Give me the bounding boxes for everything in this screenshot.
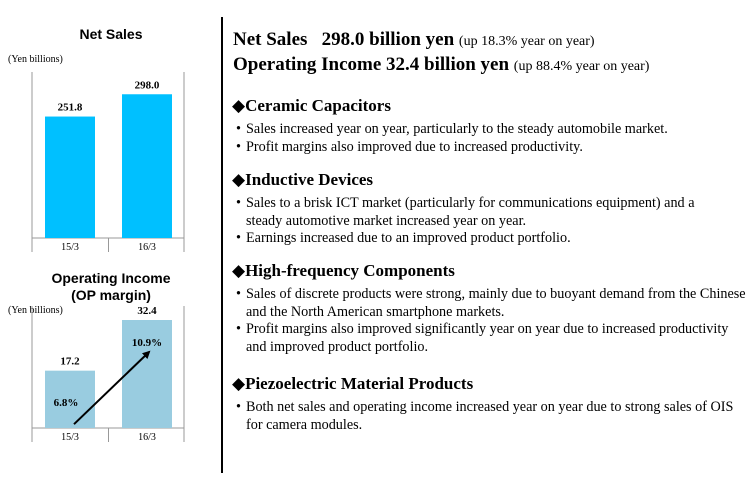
section-ceramic-capacitors-title: ◆Ceramic Capacitors	[232, 96, 391, 115]
x-tick-label: 16/3	[138, 242, 156, 253]
data-label: 251.8	[58, 102, 83, 114]
list-item: Sales to a brisk ICT market (particularl…	[236, 195, 714, 230]
x-tick-label: 15/3	[61, 432, 79, 443]
list-item: Sales of discrete products were strong, …	[236, 286, 746, 321]
data-label: 298.0	[135, 79, 160, 91]
margin-label: 6.8%	[54, 397, 79, 409]
list-item: Earnings increased due to an improved pr…	[236, 230, 714, 248]
header-net-sales-note: (up 18.3% year on year)	[458, 34, 595, 49]
bar-15-3	[45, 116, 95, 238]
header-net-sales-main: Net Sales 298.0 billion yen	[233, 29, 455, 50]
x-tick-label: 15/3	[61, 242, 79, 253]
data-label: 32.4	[137, 305, 157, 317]
operating-income-chart: 17.2 15/3 32.4 16/3 6.8% 10.9%	[31, 305, 185, 443]
header-net-sales: Net Sales 298.0 billion yen (up 18.3% ye…	[233, 29, 595, 51]
section-ceramic-capacitors-list: Sales increased year on year, particular…	[236, 121, 746, 156]
operating-income-title-line1: Operating Income	[51, 270, 171, 286]
list-item: Sales increased year on year, particular…	[236, 121, 746, 139]
operating-income-title-line2: (OP margin)	[71, 287, 151, 303]
header-operating-income-note: (up 88.4% year on year)	[513, 59, 650, 74]
section-high-frequency-list: Sales of discrete products were strong, …	[236, 286, 746, 356]
list-item: Both net sales and operating income incr…	[236, 399, 744, 434]
net-sales-chart: 251.8 15/3 298.0 16/3	[31, 72, 185, 253]
operating-income-chart-title: Operating Income (OP margin)	[40, 270, 182, 304]
bar-15-3	[45, 370, 95, 428]
section-high-frequency-title: ◆High-frequency Components	[232, 261, 455, 280]
operating-income-unit-label: (Yen billions)	[8, 305, 63, 316]
data-label: 17.2	[60, 356, 80, 368]
section-inductive-devices-list: Sales to a brisk ICT market (particularl…	[236, 195, 714, 248]
vertical-divider	[221, 17, 223, 473]
x-tick-label: 16/3	[138, 432, 156, 443]
net-sales-unit-label: (Yen billions)	[8, 54, 63, 65]
list-item: Profit margins also improved due to incr…	[236, 139, 746, 157]
section-piezoelectric-title: ◆Piezoelectric Material Products	[232, 374, 474, 393]
header-operating-income-main: Operating Income 32.4 billion yen	[233, 54, 510, 75]
section-piezoelectric-list: Both net sales and operating income incr…	[236, 399, 744, 434]
margin-trend-arrow	[73, 350, 151, 425]
bar-16-3	[122, 94, 172, 238]
section-inductive-devices-title: ◆Inductive Devices	[232, 170, 374, 189]
net-sales-chart-title: Net Sales	[79, 26, 143, 42]
bar-16-3	[122, 320, 172, 428]
header-operating-income: Operating Income 32.4 billion yen (up 88…	[233, 54, 649, 76]
margin-label: 10.9%	[132, 337, 162, 349]
list-item: Profit margins also improved significant…	[236, 321, 746, 356]
